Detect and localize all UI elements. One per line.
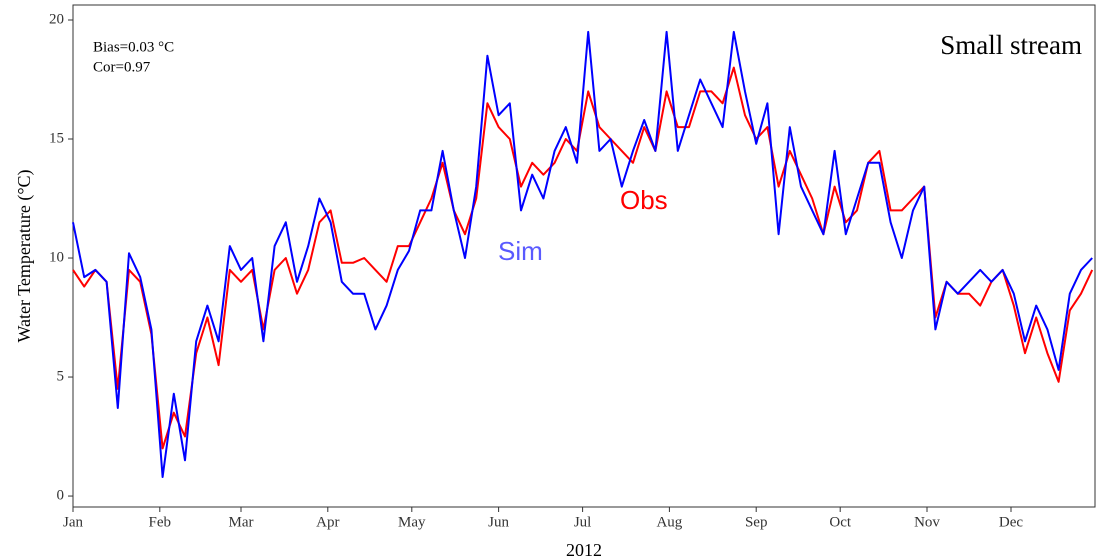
- x-tick-label: Dec: [999, 514, 1023, 530]
- x-tick-label: Feb: [149, 514, 172, 530]
- x-axis-label: 2012: [566, 540, 602, 556]
- y-tick-label: 0: [57, 487, 65, 503]
- x-tick-label: Jan: [63, 514, 83, 530]
- series-label: Obs: [620, 185, 668, 215]
- x-tick-label: Sep: [745, 514, 768, 530]
- x-tick-label: Jun: [488, 514, 509, 530]
- x-tick-label: Apr: [316, 514, 339, 530]
- x-tick-label: Mar: [229, 514, 254, 530]
- plot-border: [72, 4, 1096, 508]
- y-tick-label: 5: [57, 368, 65, 384]
- x-tick-label: Jul: [574, 514, 592, 530]
- y-tick-label: 10: [49, 249, 64, 265]
- series-line: [72, 30, 1093, 478]
- cor-note: Cor=0.97: [93, 59, 151, 75]
- x-tick-label: Nov: [914, 514, 940, 530]
- x-tick-label: Aug: [656, 514, 682, 530]
- y-tick-label: 20: [49, 11, 64, 27]
- y-tick-label: 15: [49, 130, 64, 146]
- x-tick-label: Oct: [829, 514, 851, 530]
- bias-note: Bias=0.03 °C: [93, 39, 174, 55]
- series-line: [72, 66, 1094, 450]
- panel-title: Small stream: [940, 30, 1082, 60]
- x-tick-label: May: [398, 514, 426, 530]
- series-label: Sim: [498, 236, 543, 266]
- y-axis-label: Water Temperature (°C): [14, 169, 35, 342]
